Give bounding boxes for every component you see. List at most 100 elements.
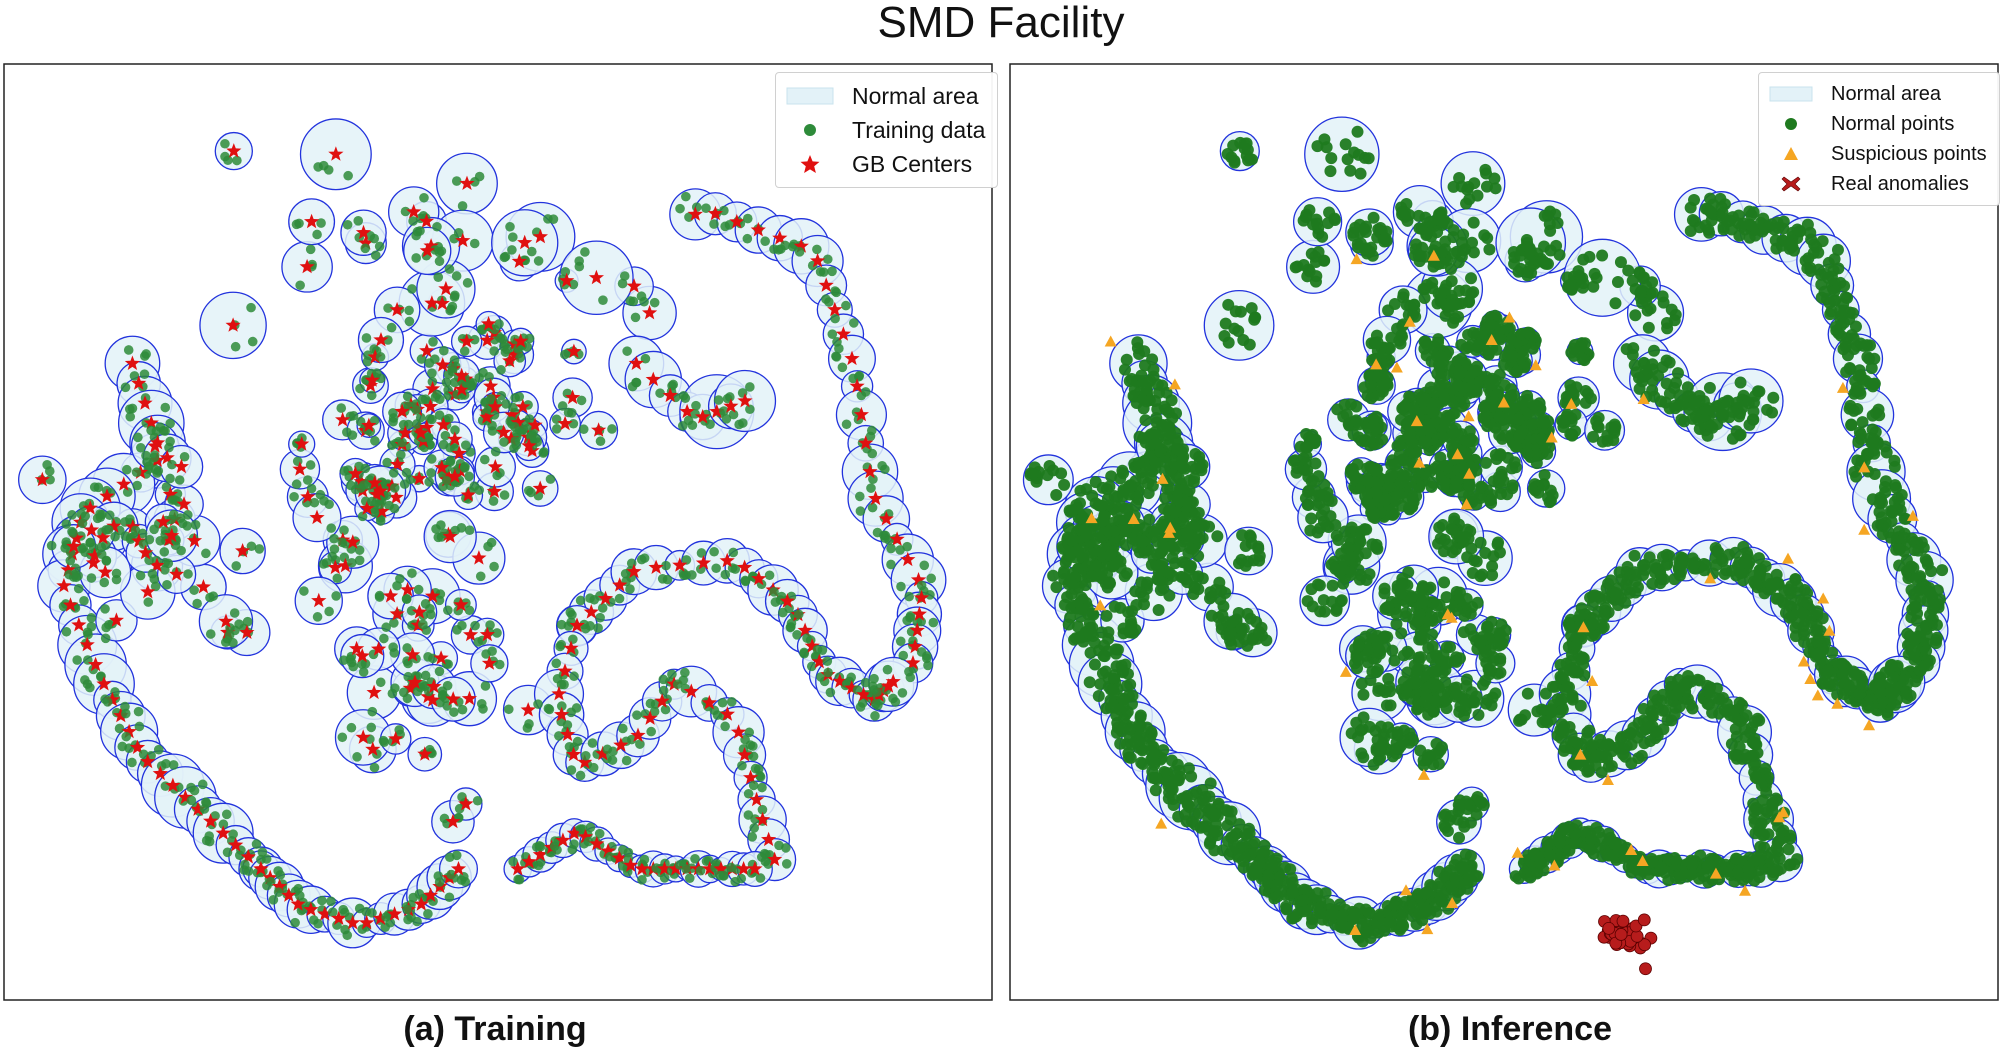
normal-point bbox=[1047, 464, 1060, 477]
training-point bbox=[44, 466, 55, 476]
training-point bbox=[522, 723, 533, 733]
training-point bbox=[329, 533, 339, 544]
training-point bbox=[404, 316, 415, 327]
normal-point bbox=[1120, 679, 1133, 692]
normal-point bbox=[1161, 482, 1174, 495]
training-point bbox=[234, 850, 245, 861]
training-point bbox=[793, 609, 804, 620]
normal-point bbox=[1352, 550, 1365, 563]
gb-center-star bbox=[116, 476, 132, 491]
normal-point bbox=[1300, 450, 1313, 463]
training-point bbox=[569, 671, 579, 682]
training-point bbox=[78, 542, 88, 553]
normal-point bbox=[1129, 499, 1142, 512]
normal-point bbox=[1337, 577, 1350, 590]
training-point bbox=[575, 770, 586, 781]
panel-training bbox=[3, 63, 993, 1001]
gb-center-star bbox=[723, 398, 739, 413]
training-point bbox=[224, 630, 235, 640]
normal-point bbox=[1475, 480, 1488, 493]
normal-point bbox=[1608, 418, 1621, 431]
training-point bbox=[205, 629, 216, 639]
training-point bbox=[86, 573, 97, 583]
normal-point bbox=[1419, 392, 1432, 405]
gb-center-star bbox=[751, 570, 767, 586]
normal-point bbox=[1426, 640, 1439, 653]
training-point bbox=[452, 625, 462, 635]
training-point bbox=[856, 390, 867, 401]
training-point bbox=[632, 710, 642, 720]
gb-center-star bbox=[481, 316, 497, 331]
training-point bbox=[926, 573, 937, 584]
training-point bbox=[680, 667, 690, 678]
gb-center-star bbox=[818, 277, 834, 292]
normal-point bbox=[1556, 414, 1569, 427]
training-point bbox=[143, 597, 154, 607]
gb-center-star bbox=[424, 295, 440, 310]
gb-center-star bbox=[373, 910, 389, 925]
normal-point bbox=[1434, 350, 1447, 363]
training-point bbox=[854, 491, 865, 502]
training-point bbox=[370, 250, 381, 261]
normal-point bbox=[1431, 679, 1444, 692]
gb-center-star bbox=[367, 475, 383, 490]
training-point bbox=[266, 876, 276, 887]
normal-point bbox=[1138, 359, 1151, 372]
gb-center-star bbox=[369, 486, 385, 502]
gb-center-star bbox=[767, 851, 783, 867]
training-point bbox=[450, 525, 460, 536]
normal-point bbox=[1149, 784, 1162, 797]
normal-point bbox=[1233, 818, 1246, 831]
training-point bbox=[367, 496, 377, 507]
training-point bbox=[346, 480, 356, 491]
training-point bbox=[551, 658, 562, 669]
normal-point bbox=[1498, 413, 1511, 426]
normal-point bbox=[1495, 618, 1508, 631]
training-point bbox=[740, 575, 751, 586]
normal-point bbox=[1510, 440, 1523, 453]
gb-center-star bbox=[85, 555, 102, 570]
normal-point bbox=[1085, 627, 1098, 640]
gb-center-star bbox=[155, 513, 171, 529]
training-point bbox=[423, 652, 433, 662]
gb-center-star bbox=[62, 597, 79, 612]
normal-point bbox=[1286, 886, 1299, 899]
training-point bbox=[388, 416, 398, 427]
training-point bbox=[155, 535, 166, 546]
normal-point bbox=[1143, 394, 1156, 407]
training-point bbox=[447, 301, 458, 312]
gb-center-star bbox=[104, 691, 120, 707]
training-point bbox=[231, 561, 242, 571]
normal-point bbox=[1470, 343, 1483, 356]
normal-point bbox=[1210, 825, 1223, 838]
training-point bbox=[745, 404, 755, 415]
training-point bbox=[346, 722, 357, 733]
normal-point bbox=[1444, 641, 1457, 654]
normal-point bbox=[1401, 579, 1414, 592]
training-point bbox=[509, 422, 520, 432]
gb-center-star bbox=[844, 350, 860, 366]
training-point bbox=[379, 633, 389, 644]
normal-point bbox=[1494, 488, 1507, 501]
gb-center-star bbox=[844, 680, 860, 695]
training-point bbox=[122, 487, 133, 497]
gb-center-star bbox=[304, 213, 320, 229]
normal-point bbox=[1305, 917, 1318, 930]
normal-point bbox=[1204, 777, 1217, 790]
training-point bbox=[499, 437, 509, 447]
gb-center-star bbox=[140, 583, 156, 599]
training-point bbox=[569, 839, 579, 849]
training-point bbox=[514, 391, 525, 402]
training-point bbox=[406, 605, 417, 616]
training-point bbox=[416, 354, 427, 364]
normal-point bbox=[1077, 511, 1090, 524]
training-point bbox=[721, 414, 732, 424]
training-point bbox=[886, 559, 896, 570]
gb-center-star bbox=[557, 415, 573, 431]
normal-point bbox=[1158, 455, 1171, 468]
gb-center-star bbox=[532, 480, 548, 495]
training-point bbox=[420, 681, 430, 692]
normal-point bbox=[1103, 576, 1116, 589]
gb-center-star bbox=[450, 861, 467, 876]
gb-center-star bbox=[108, 612, 124, 627]
